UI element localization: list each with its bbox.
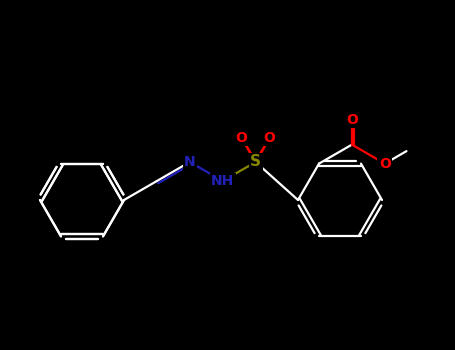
- Text: O: O: [346, 113, 358, 127]
- Text: O: O: [264, 131, 276, 145]
- Text: O: O: [379, 157, 391, 171]
- Text: O: O: [236, 131, 248, 145]
- Text: NH: NH: [211, 174, 234, 188]
- Text: S: S: [250, 154, 261, 169]
- Text: N: N: [184, 155, 196, 169]
